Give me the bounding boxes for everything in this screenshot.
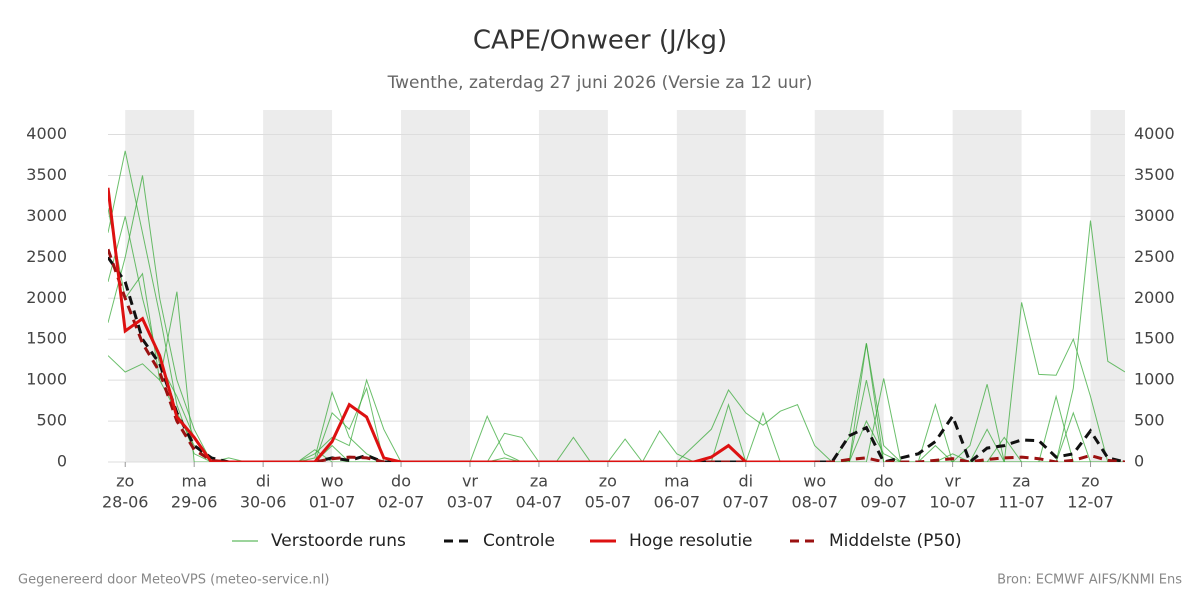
x-tick-label: di <box>738 472 753 491</box>
day-shade <box>538 110 608 462</box>
y-tick-label: 2000 <box>26 288 67 307</box>
x-tick-label: wo <box>803 472 826 491</box>
x-tick-label: 03-07 <box>447 493 494 512</box>
y2-tick-label: 4000 <box>1134 124 1175 143</box>
x-tick-label: zo <box>116 472 134 491</box>
day-shade <box>263 110 333 462</box>
x-tick-label: ma <box>664 472 689 491</box>
x-tick-label: 11-07 <box>998 493 1045 512</box>
y-tick-label: 1000 <box>26 370 67 389</box>
y-tick-label: 3500 <box>26 165 67 184</box>
x-tick-label: 07-07 <box>723 493 770 512</box>
series-line <box>108 256 1125 462</box>
series-line <box>108 187 815 462</box>
y-tick-label: 2500 <box>26 247 67 266</box>
day-shade <box>401 110 470 462</box>
day-shade <box>676 110 746 462</box>
x-tick-label: do <box>391 472 411 491</box>
footer-left: Gegenereerd door MeteoVPS (meteo-service… <box>18 573 329 588</box>
ensemble-line <box>108 291 1125 462</box>
legend-label: Middelste (P50) <box>829 531 962 551</box>
x-tick-label: 01-07 <box>309 493 356 512</box>
legend-label: Controle <box>483 531 555 551</box>
x-tick-label: 29-06 <box>171 493 218 512</box>
y2-tick-label: 3500 <box>1134 165 1175 184</box>
x-tick-label: za <box>530 472 548 491</box>
x-tick-label: 10-07 <box>929 493 976 512</box>
x-tick-label: 04-07 <box>516 493 563 512</box>
x-tick-label: vr <box>945 472 961 491</box>
day-shade <box>1090 110 1125 462</box>
x-tick-label: 12-07 <box>1067 493 1114 512</box>
x-tick-label: 30-06 <box>240 493 287 512</box>
x-tick-label: 06-07 <box>654 493 701 512</box>
y2-tick-label: 2000 <box>1134 288 1175 307</box>
ensemble-line <box>108 150 1125 462</box>
y-tick-label: 3000 <box>26 206 67 225</box>
x-tick-label: 05-07 <box>585 493 632 512</box>
x-tick-label: za <box>1012 472 1030 491</box>
y2-tick-label: 1500 <box>1134 329 1175 348</box>
day-shade <box>952 110 1022 462</box>
x-tick-label: vr <box>462 472 478 491</box>
day-shade <box>125 110 195 462</box>
ensemble-line <box>108 175 1125 462</box>
y2-tick-label: 1000 <box>1134 370 1175 389</box>
x-tick-label: do <box>874 472 894 491</box>
x-tick-label: 02-07 <box>378 493 425 512</box>
y-tick-label: 4000 <box>26 124 67 143</box>
x-tick-label: zo <box>1081 472 1099 491</box>
legend-label: Hoge resolutie <box>629 531 753 551</box>
y2-tick-label: 2500 <box>1134 247 1175 266</box>
y2-tick-label: 500 <box>1134 411 1165 430</box>
y-tick-label: 0 <box>57 452 67 471</box>
x-tick-label: 09-07 <box>860 493 907 512</box>
x-tick-label: wo <box>321 472 344 491</box>
x-tick-label: ma <box>181 472 206 491</box>
footer-right: Bron: ECMWF AIFS/KNMI Ens <box>997 573 1182 588</box>
x-tick-label: 08-07 <box>791 493 838 512</box>
y-tick-label: 1500 <box>26 329 67 348</box>
day-shade <box>814 110 884 462</box>
lines <box>108 150 1125 462</box>
x-tick-label: 28-06 <box>102 493 149 512</box>
legend-label: Verstoorde runs <box>271 531 406 551</box>
x-tick-label: zo <box>599 472 617 491</box>
chart-subtitle: Twenthe, zaterdag 27 juni 2026 (Versie z… <box>387 73 813 93</box>
plot-area: 0 0 500 500 1000 1000 1500 1500 2000 2000 2500 2500… <box>26 124 1174 511</box>
y2-tick-label: 3000 <box>1134 206 1175 225</box>
shading <box>125 110 1125 462</box>
chart-title: CAPE/Onweer (J/kg) <box>473 26 727 56</box>
x-tick-label: di <box>256 472 271 491</box>
y-tick-label: 500 <box>36 411 67 430</box>
y2-tick-label: 0 <box>1134 452 1144 471</box>
